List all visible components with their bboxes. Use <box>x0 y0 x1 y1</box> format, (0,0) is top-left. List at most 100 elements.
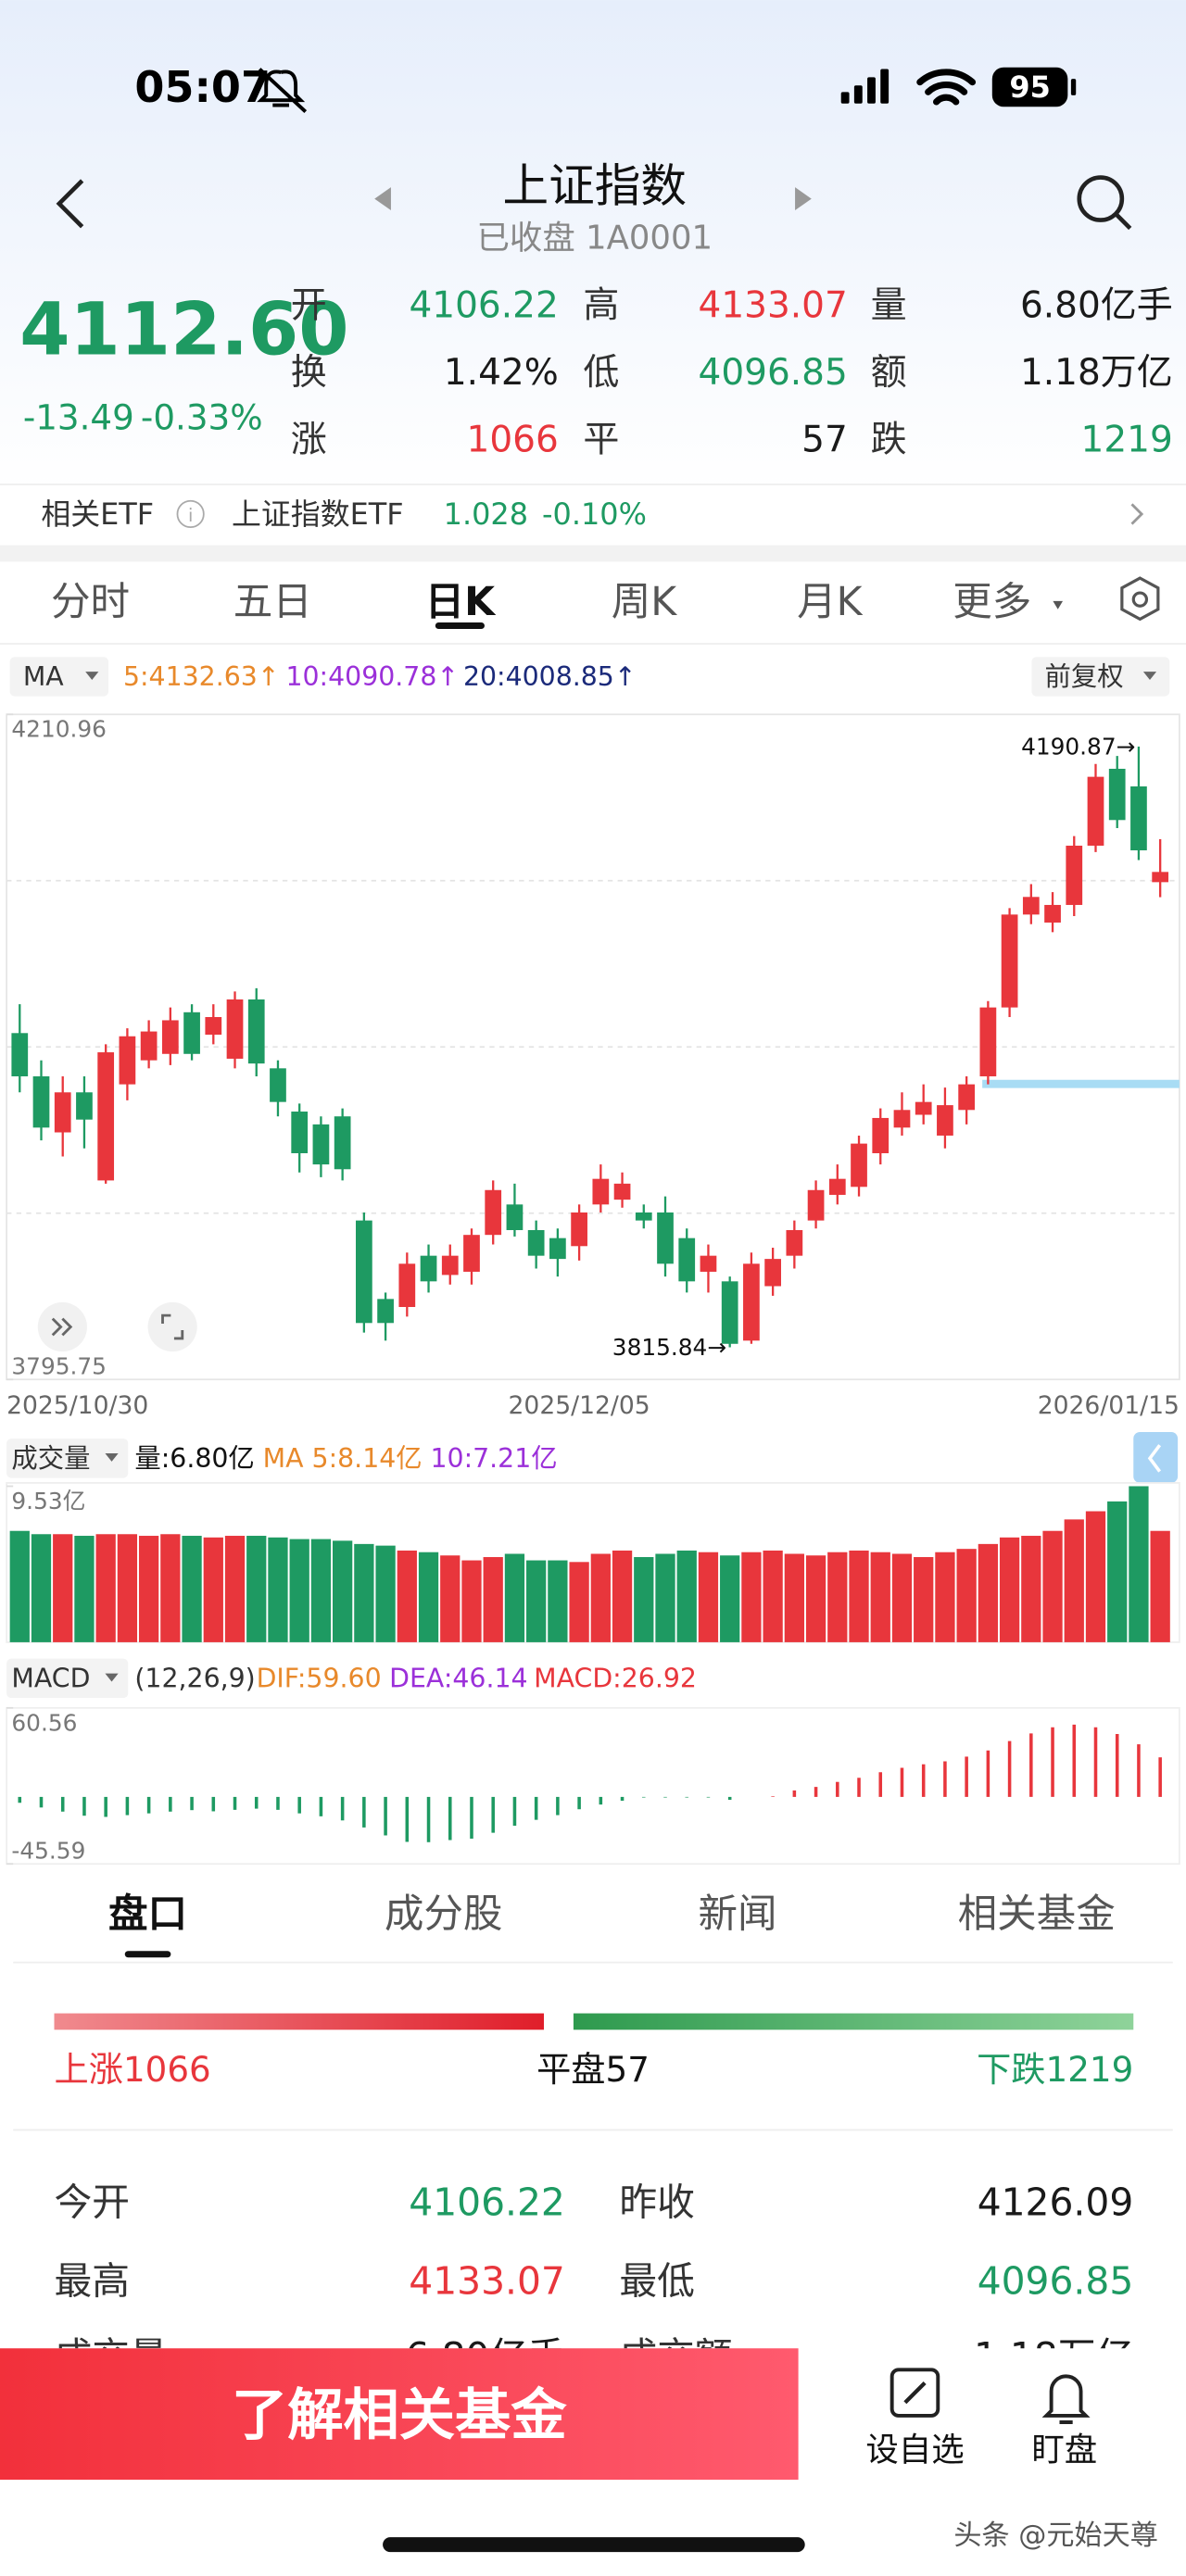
detail-tab-underline <box>124 1951 171 1958</box>
prev-index[interactable] <box>374 187 391 210</box>
plot-frame <box>6 1706 1180 1866</box>
signal-icon <box>840 69 890 104</box>
panel-label: 今开 <box>55 2180 131 2224</box>
period-tab[interactable]: 更多 <box>953 580 1031 625</box>
extreme-annotation: 4190.87→ <box>1021 733 1135 760</box>
volume-bar <box>569 1562 589 1642</box>
search-button[interactable] <box>1077 175 1132 231</box>
change-abs: -13.49 <box>23 396 134 437</box>
macd-params: (12,26,9) <box>134 1663 255 1693</box>
change-pct: -0.33% <box>141 396 263 437</box>
expand-glyph <box>51 1317 73 1337</box>
bottom-action[interactable]: 盯盘 <box>1031 2431 1097 2469</box>
candle-body <box>76 1092 93 1120</box>
section-gap <box>0 545 1186 562</box>
candle-body <box>1087 776 1104 846</box>
field-label: 跌 <box>871 420 907 461</box>
detail-tab[interactable]: 盘口 <box>108 1892 187 1938</box>
volume-bar <box>74 1536 95 1642</box>
etf-price: 1.028 <box>444 496 528 532</box>
candle-body <box>1152 872 1169 883</box>
volume-bar <box>698 1552 719 1642</box>
volume-bar <box>397 1550 417 1642</box>
candle-body <box>592 1178 610 1205</box>
volume-bar <box>289 1539 309 1642</box>
settings-icon[interactable] <box>1120 576 1160 622</box>
volume-bar <box>504 1553 525 1642</box>
panel-label: 最高 <box>55 2259 131 2304</box>
back-button[interactable] <box>56 179 84 229</box>
macd-indicator: MACD <box>11 1663 90 1693</box>
candle-body <box>743 1263 760 1341</box>
ma-selector[interactable] <box>9 657 109 697</box>
fund-button[interactable] <box>0 2348 799 2481</box>
info-icon[interactable] <box>176 499 205 529</box>
field-value: 4133.07 <box>699 284 848 326</box>
period-tab-underline <box>435 622 485 630</box>
candle-body <box>915 1101 932 1115</box>
candle-body <box>506 1204 524 1230</box>
field-value: 1066 <box>467 420 559 461</box>
period-tab[interactable]: 分时 <box>51 580 130 625</box>
battery-cap <box>1070 79 1077 95</box>
bottom-action[interactable]: 设自选 <box>865 2431 964 2469</box>
etf-row[interactable] <box>0 484 1186 546</box>
field-label: 涨 <box>291 420 327 461</box>
fullscreen-button[interactable] <box>147 1301 197 1352</box>
candle-body <box>356 1220 372 1324</box>
collapse-tab[interactable] <box>1133 1431 1179 1483</box>
top-background <box>0 0 1186 493</box>
legend-entry: DEA:46.14 <box>389 1663 527 1693</box>
rise-bar <box>54 2013 545 2030</box>
adjust-selector[interactable] <box>1031 657 1170 697</box>
detail-tab[interactable]: 相关基金 <box>958 1892 1116 1938</box>
volume-bar <box>827 1552 848 1642</box>
candle-body <box>463 1235 480 1272</box>
candle-body <box>398 1263 416 1307</box>
candle-body <box>786 1229 803 1256</box>
period-tab[interactable]: 日K <box>425 580 498 625</box>
price-chart: 3795.75 4210.96 4190.87→ 3815.84→ 2025/10/30… <box>6 713 1180 1420</box>
volume-bar <box>182 1536 202 1642</box>
volume-bar <box>310 1539 332 1642</box>
volume-bar <box>891 1553 913 1642</box>
candle-body <box>334 1116 351 1170</box>
y-tick-label: 4210.96 <box>11 716 107 743</box>
watchlist-icon-pen <box>903 2381 927 2405</box>
fullscreen-glyph <box>161 1313 184 1340</box>
volume-bar <box>203 1537 223 1642</box>
macd-selector[interactable] <box>6 1658 129 1699</box>
volume-bar <box>526 1560 547 1642</box>
y-tick-label: 60.56 <box>11 1709 77 1736</box>
macd-chart: -45.59 60.56 <box>6 1706 1180 1866</box>
caret <box>105 1673 119 1682</box>
detail-tab[interactable]: 成分股 <box>385 1892 503 1938</box>
volume-bar <box>849 1550 869 1642</box>
candle-body <box>485 1189 502 1236</box>
volume-bar <box>1150 1530 1170 1642</box>
battery-icon <box>991 67 1068 107</box>
candle-body <box>807 1189 825 1221</box>
volume-bar <box>31 1534 52 1642</box>
period-tab[interactable]: 周K <box>612 580 678 625</box>
detail-tab[interactable]: 新闻 <box>698 1892 776 1938</box>
volume-bar <box>1064 1519 1084 1642</box>
volume-selector[interactable] <box>6 1439 129 1478</box>
candle-body <box>54 1092 71 1133</box>
candle-body <box>872 1117 890 1153</box>
last-price: 4112.60 <box>19 288 348 371</box>
panel-value: 4133.07 <box>409 2259 565 2304</box>
field-label: 开 <box>291 284 327 326</box>
period-tab[interactable]: 月K <box>797 580 864 625</box>
breadth-down: 下跌1219 <box>977 2049 1133 2090</box>
candle-body <box>851 1143 867 1187</box>
volume-chart: 9.53亿 <box>6 1482 1180 1643</box>
volume-bar <box>935 1552 955 1642</box>
volume-bar <box>1021 1536 1041 1642</box>
legend-entry: DIF:59.60 <box>257 1663 382 1693</box>
candle-body <box>1044 904 1061 923</box>
field-value: 57 <box>801 420 848 461</box>
period-tab[interactable]: 五日 <box>233 580 312 625</box>
next-index[interactable] <box>795 187 812 210</box>
volume-bar <box>655 1553 675 1642</box>
